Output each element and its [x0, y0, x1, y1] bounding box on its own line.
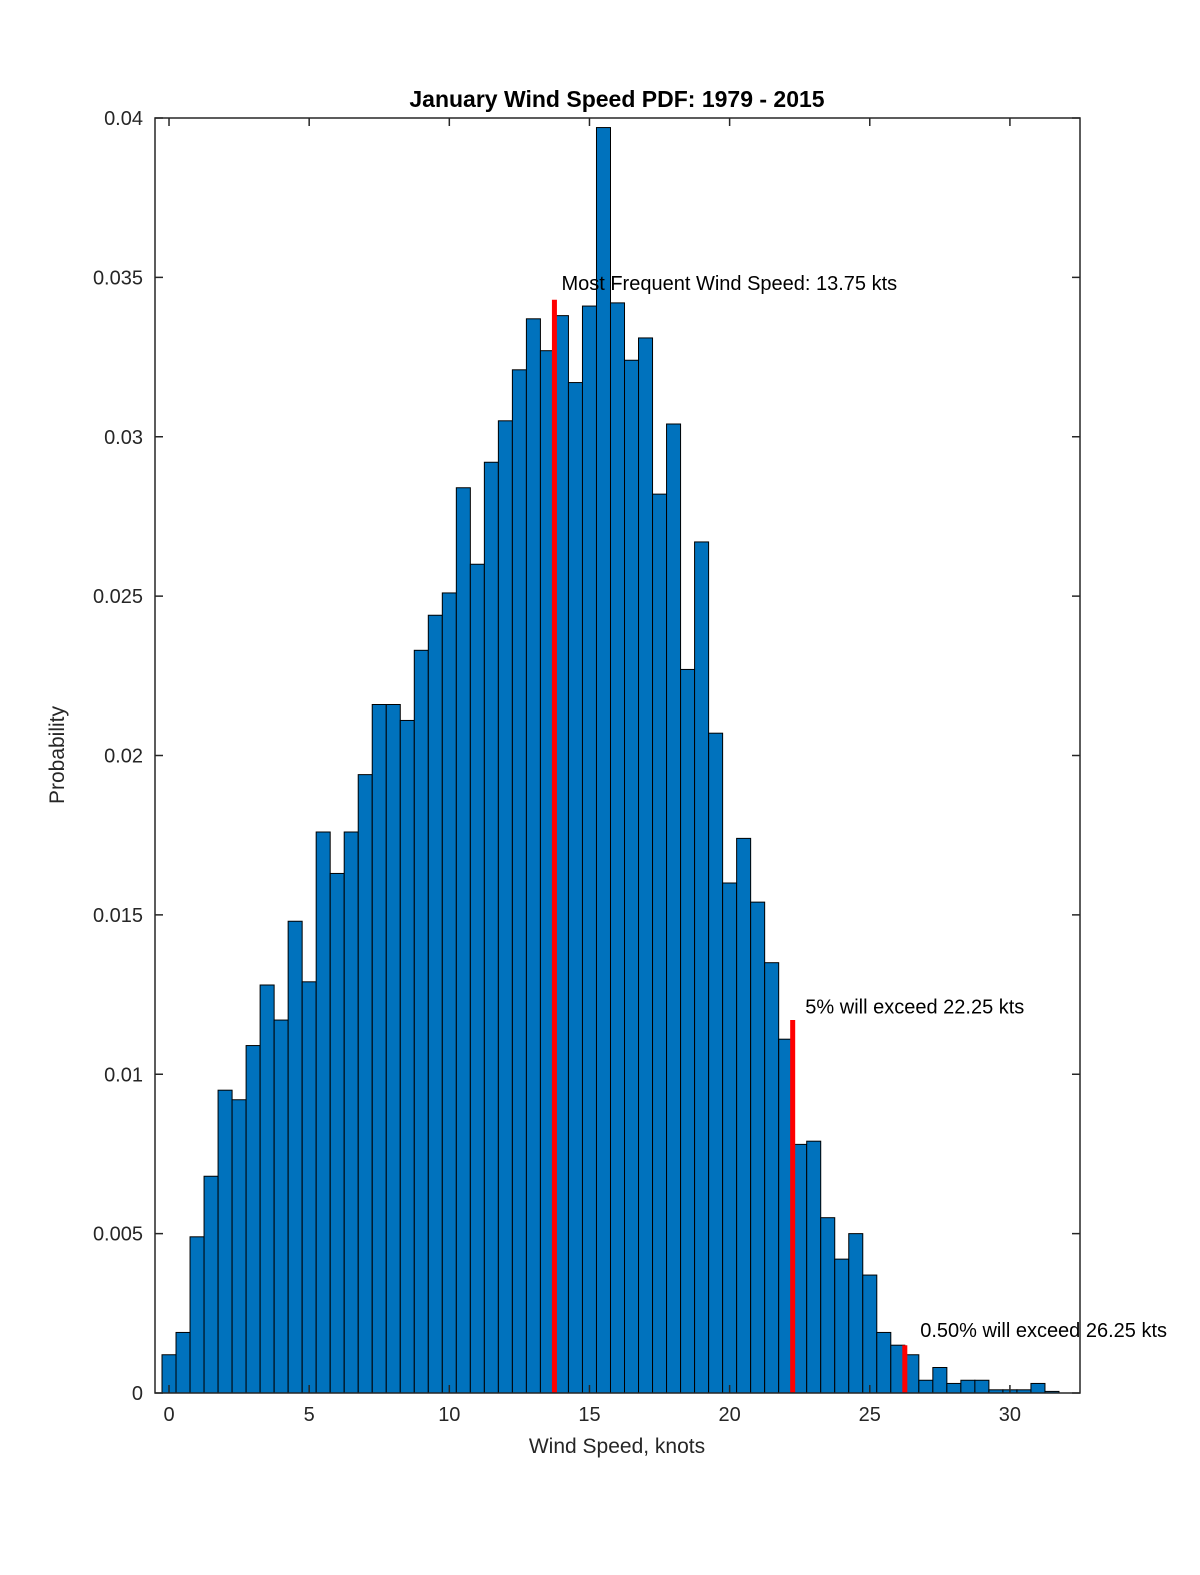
x-tick-label: 15 — [578, 1404, 600, 1426]
histogram-bar — [624, 359, 640, 1394]
histogram-bar — [441, 592, 457, 1394]
histogram-bar — [203, 1175, 219, 1394]
y-tick-label: 0.015 — [93, 905, 143, 927]
y-tick-label: 0.04 — [104, 108, 143, 130]
x-tick-label: 5 — [304, 1404, 315, 1426]
histogram-bar — [567, 382, 583, 1394]
histogram-bar — [764, 962, 780, 1394]
histogram-bar — [273, 1019, 289, 1394]
histogram-bar — [399, 719, 415, 1394]
histogram-bar — [932, 1367, 948, 1394]
histogram-bar — [287, 920, 303, 1394]
histogram-bar — [371, 704, 387, 1394]
histogram-bar — [974, 1379, 990, 1394]
histogram-bar — [722, 882, 738, 1394]
histogram-bar — [329, 872, 345, 1394]
y-axis-label: Probability — [46, 705, 69, 804]
y-tick-label: 0.035 — [93, 267, 143, 289]
histogram-bar — [385, 704, 401, 1394]
histogram-bar — [862, 1274, 878, 1394]
histogram-bar — [483, 461, 499, 1394]
x-tick-label: 10 — [438, 1404, 460, 1426]
histogram-bar — [469, 563, 485, 1394]
histogram-bar — [806, 1140, 822, 1394]
histogram-bar — [946, 1382, 962, 1394]
histogram-bar — [231, 1099, 247, 1394]
histogram-bar — [343, 831, 359, 1394]
histogram-bar — [511, 369, 527, 1394]
histogram-bar — [1030, 1382, 1046, 1394]
histogram-bar — [750, 901, 766, 1394]
histogram-bar — [694, 541, 710, 1394]
histogram-bar — [189, 1236, 205, 1394]
histogram-bar — [497, 420, 513, 1394]
y-tick-label: 0 — [132, 1383, 143, 1405]
histogram-bar — [413, 649, 429, 1394]
annotation-label: 0.50% will exceed 26.25 kts — [920, 1320, 1167, 1342]
y-tick-label: 0.02 — [104, 746, 143, 768]
histogram-bar — [834, 1258, 850, 1394]
histogram-bar — [525, 318, 541, 1394]
histogram-bar — [595, 127, 611, 1394]
histogram-bar — [301, 981, 317, 1394]
annotation-label: Most Frequent Wind Speed: 13.75 kts — [561, 273, 897, 295]
y-tick-label: 0.005 — [93, 1224, 143, 1246]
histogram-bar — [652, 493, 668, 1394]
histogram-bar — [680, 668, 696, 1394]
histogram-bar — [960, 1379, 976, 1394]
y-tick-label: 0.025 — [93, 586, 143, 608]
histogram-bar — [259, 984, 275, 1394]
histogram-bar — [918, 1379, 934, 1394]
x-axis-label: Wind Speed, knots — [529, 1435, 705, 1458]
histogram-bar — [666, 423, 682, 1394]
histogram-bar — [820, 1217, 836, 1394]
y-tick-label: 0.03 — [104, 427, 143, 449]
histogram-bar — [736, 837, 752, 1394]
histogram-bar — [217, 1089, 233, 1394]
x-tick-label: 0 — [163, 1404, 174, 1426]
histogram-bar — [455, 487, 471, 1394]
histogram-bar — [175, 1331, 191, 1394]
x-tick-label: 30 — [999, 1404, 1021, 1426]
histogram-bar — [245, 1045, 261, 1394]
chart-title: January Wind Speed PDF: 1979 - 2015 — [409, 86, 824, 112]
axes-group: 0 5 10 15 20 25 30 0 0.005 0.01 0.015 0.02 0.025 0.03… — [93, 108, 1081, 1426]
histogram-bar — [427, 614, 443, 1394]
histogram-bar — [315, 831, 331, 1394]
histogram-bar — [848, 1233, 864, 1394]
histogram-bar — [357, 774, 373, 1394]
y-tick-label: 0.01 — [104, 1064, 143, 1086]
histogram-bar — [609, 302, 626, 1394]
x-tick-label: 20 — [718, 1404, 740, 1426]
annotation-label: 5% will exceed 22.25 kts — [805, 997, 1024, 1019]
x-tick-label: 25 — [859, 1404, 881, 1426]
histogram-bar — [708, 732, 724, 1394]
histogram-bar — [876, 1331, 892, 1394]
annotations-group: Most Frequent Wind Speed: 13.75 kts 5% wi… — [551, 273, 1167, 1393]
histogram-bar — [581, 305, 597, 1394]
histogram-bar — [638, 337, 654, 1394]
